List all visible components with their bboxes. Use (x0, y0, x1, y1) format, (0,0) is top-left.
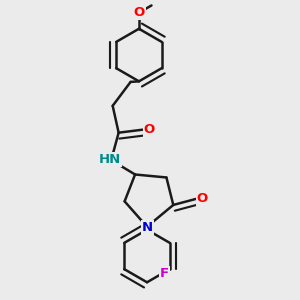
Text: O: O (143, 123, 155, 136)
Text: O: O (133, 6, 145, 19)
Text: O: O (196, 193, 208, 206)
Text: F: F (160, 267, 169, 280)
Text: HN: HN (99, 153, 121, 166)
Text: N: N (142, 221, 153, 234)
